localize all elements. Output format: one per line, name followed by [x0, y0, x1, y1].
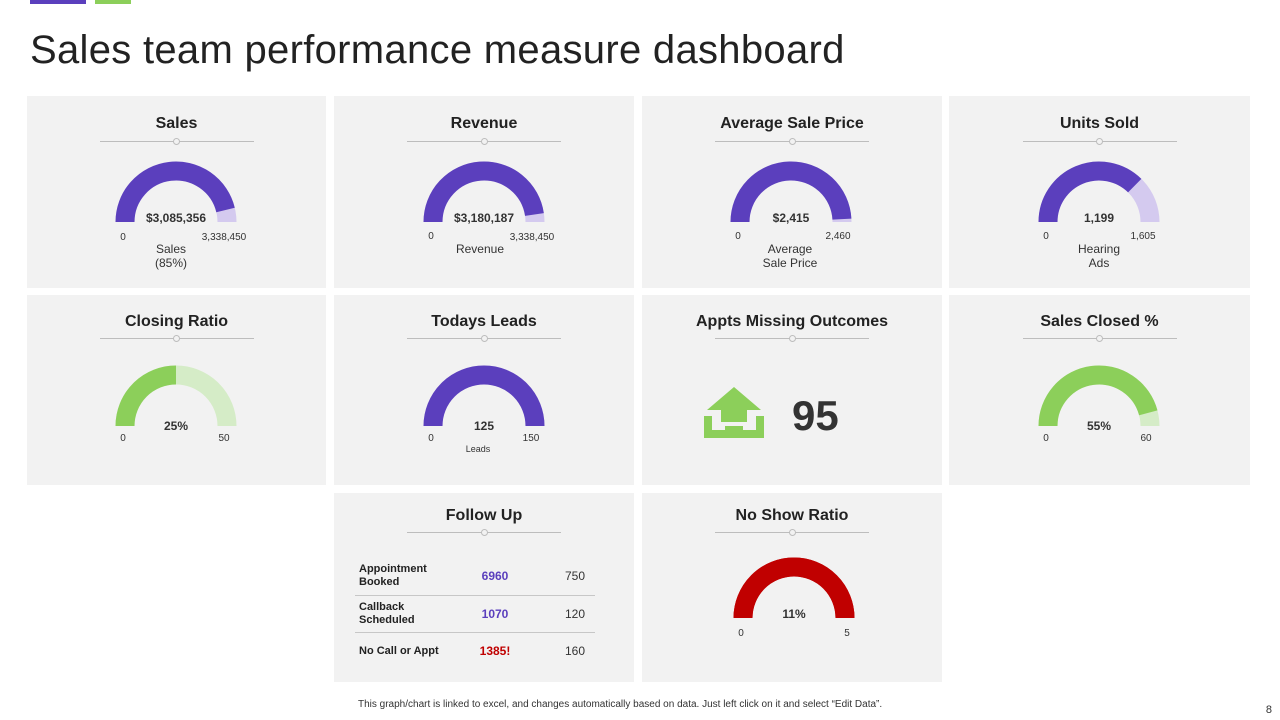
gauge-value: 25% [164, 419, 188, 433]
row-target: 120 [564, 606, 586, 621]
gauge-value: 11% [782, 607, 806, 621]
card-title: Sales [155, 115, 198, 132]
sales-gauge: $3,085,356 0 3,338,450 [115, 161, 247, 243]
card-title: Todays Leads [431, 313, 537, 330]
page-title: Sales team performance measure dashboard [30, 28, 845, 72]
todays-leads-gauge: 125 0 150 Leads [423, 365, 545, 454]
gauge-min-label: 0 [1043, 231, 1049, 242]
todays-leads-card[interactable]: Todays Leads [334, 295, 634, 485]
average-sale-price-gauge: $2,415 0 2,460 [730, 161, 852, 242]
row-value: 6960 [481, 569, 509, 583]
row-label: Callback Scheduled [359, 600, 415, 626]
gauge-fill [1038, 161, 1142, 223]
row-label: Appointment Booked [359, 563, 427, 588]
card-title: Sales Closed % [1040, 313, 1159, 330]
divider-dot [788, 529, 796, 536]
gauge-fill [115, 161, 235, 223]
divider-dot [480, 335, 488, 342]
gauge-value: $3,180,187 [454, 211, 514, 225]
divider-dot [1096, 138, 1103, 145]
no-show-ratio-card[interactable]: No Show Ratio [642, 493, 942, 682]
card-title: Closing Ratio [124, 313, 229, 330]
footnote: This graph/chart is linked to excel, and… [358, 699, 883, 710]
gauge-max-label: 5 [844, 628, 850, 639]
table-row: Appointment Booked 6960 750 [355, 558, 595, 596]
gauge-max-label: 150 [523, 433, 540, 444]
gauge-fill [733, 557, 855, 619]
sales-card[interactable]: Sales [27, 96, 326, 288]
revenue-caption: Revenue [455, 242, 505, 256]
gauge-fill [115, 365, 177, 427]
card-title: Average Sale Price [720, 115, 864, 132]
revenue-card[interactable]: Revenue [334, 96, 634, 288]
gauge-min-label: 0 [120, 433, 126, 444]
upload-tray-icon [704, 387, 764, 438]
divider-dot [788, 138, 796, 145]
closing-ratio-card[interactable]: Closing Ratio [27, 295, 326, 485]
units-sold-gauge: 1,199 0 1,605 [1038, 161, 1160, 242]
gauge-min-label: 0 [735, 231, 741, 242]
table-row: No Call or Appt 1385! 160 [355, 633, 595, 670]
card-title: Appts Missing Outcomes [695, 313, 889, 330]
gauge-max-label: 2,460 [825, 231, 850, 242]
units-sold-card[interactable]: Units Sold [949, 96, 1250, 288]
gauge-max-label: 3,338,450 [510, 232, 555, 243]
row-value: 1385! [479, 644, 511, 658]
row-target: 750 [564, 569, 586, 583]
gauge-value: 125 [474, 419, 494, 433]
divider-dot [173, 335, 180, 342]
page-number: 8 [1265, 704, 1272, 716]
table-row: Callback Scheduled 1070 120 [355, 596, 595, 633]
average-sale-price-card[interactable]: Average Sale Price [642, 96, 942, 288]
accent-bar-purple [30, 0, 86, 4]
gauge-value: $2,415 [773, 211, 810, 225]
divider-dot [788, 335, 796, 342]
gauge-min-label: 0 [738, 628, 744, 639]
gauge-max-label: 50 [218, 433, 230, 444]
gauge-fill [730, 161, 852, 223]
card-title: No Show Ratio [735, 507, 849, 524]
gauge-fill [1038, 365, 1158, 427]
gauge-min-label: 0 [120, 232, 126, 243]
card-title: Revenue [450, 115, 518, 132]
row-target: 160 [564, 644, 586, 658]
follow-up-table: Appointment Booked 6960 750 Callback Sch… [355, 558, 595, 670]
accent-bar-green [95, 0, 131, 4]
gauge-value: 1,199 [1084, 211, 1114, 225]
divider-dot [1096, 335, 1103, 342]
card-title: Units Sold [1059, 115, 1140, 132]
divider-dot [480, 138, 488, 145]
gauge-value: 55% [1087, 419, 1111, 433]
gauge-fill [423, 161, 544, 223]
sales-caption: Sales (85%) [154, 242, 187, 270]
gauge-min-label: 0 [1043, 433, 1049, 444]
gauge-max-label: 3,338,450 [202, 232, 247, 243]
gauge-max-label: 1,605 [1130, 231, 1155, 242]
appts-missing-count: 95 [792, 392, 839, 439]
no-show-ratio-gauge: 11% 0 5 [733, 557, 855, 639]
gauge-caption: Leads [466, 444, 491, 454]
revenue-gauge: $3,180,187 0 3,338,450 [423, 161, 555, 243]
row-value: 1070 [481, 606, 509, 621]
gauge-min-label: 0 [428, 433, 434, 444]
sales-closed-gauge: 55% 0 60 [1038, 365, 1160, 444]
appts-missing-outcomes-card[interactable]: Appts Missing Outcomes [642, 295, 942, 485]
gauge-max-label: 60 [1140, 433, 1152, 444]
card-title: Follow Up [445, 507, 523, 524]
row-label: No Call or Appt [359, 644, 439, 657]
closing-ratio-gauge: 25% 0 50 [115, 365, 237, 444]
gauge-min-label: 0 [428, 231, 434, 242]
gauge-value: $3,085,356 [146, 211, 206, 225]
divider-dot [173, 138, 180, 145]
gauge-fill [423, 365, 545, 427]
follow-up-card[interactable]: Follow Up [334, 493, 634, 682]
units-sold-caption: Hearing Ads [1077, 242, 1121, 270]
average-sale-price-caption: Average Sale Price [762, 242, 818, 270]
sales-closed-card[interactable]: Sales Closed % [949, 295, 1250, 485]
divider-dot [480, 529, 488, 536]
